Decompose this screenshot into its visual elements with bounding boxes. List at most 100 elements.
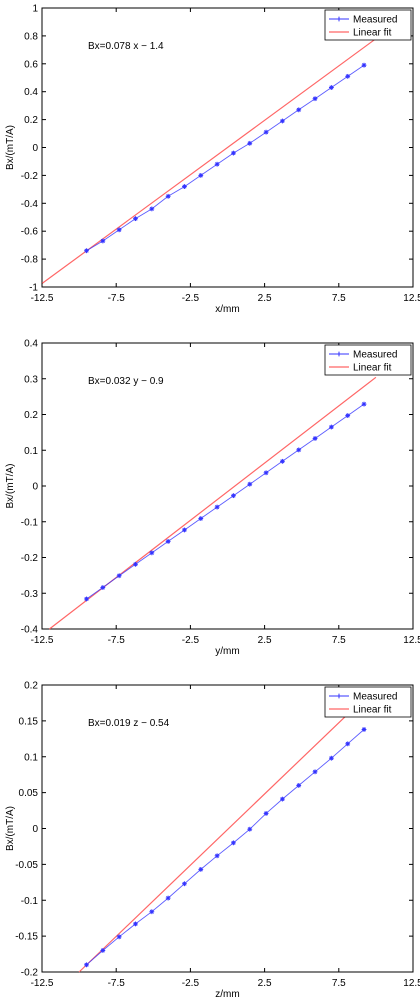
- measured-point: [165, 193, 171, 199]
- x-tick-label: 7.5: [332, 635, 346, 646]
- legend-box: [324, 686, 412, 718]
- measured-point: [280, 118, 285, 124]
- measured-point: [263, 811, 269, 816]
- measured-point: [133, 216, 138, 222]
- measured-point: [231, 840, 236, 846]
- measured-point: [231, 150, 236, 156]
- measured-point: [247, 826, 253, 832]
- y-tick-label: 0.3: [24, 374, 38, 385]
- legend-fit-label: Linear fit: [353, 363, 392, 374]
- legend: Measured Linear fit: [324, 9, 412, 41]
- x-tick-label: -2.5: [182, 635, 200, 646]
- measured-point: [182, 527, 187, 533]
- measured-point: [247, 140, 253, 146]
- measured-point: [214, 853, 220, 859]
- x-tick-label: -12.5: [31, 293, 54, 304]
- legend-fit-label: Linear fit: [353, 705, 392, 716]
- y-tick-label: 0.2: [24, 410, 38, 421]
- measured-point: [100, 585, 106, 590]
- y-tick-label: -0.2: [21, 171, 39, 182]
- y-axis-label: Bx/(mT/A): [5, 806, 16, 851]
- measured-point: [361, 62, 367, 68]
- x-axis-label: y/mm: [215, 646, 239, 657]
- measured-point: [133, 921, 138, 927]
- y-tick-label: -1: [29, 283, 38, 294]
- measured-point: [263, 470, 269, 476]
- legend-box: [324, 9, 412, 41]
- x-tick-label: -7.5: [108, 978, 126, 989]
- y-tick-label: -0.4: [21, 199, 39, 210]
- measured-point: [116, 934, 122, 940]
- measured-point: [296, 447, 302, 453]
- chart-panel-1: -12.5 -7.5 -2.5 2.5 7.5 12.5 1 0.8 0.6 0.4 0.2 0 -0.…: [5, 4, 420, 316]
- measured-point: [116, 227, 122, 233]
- measured-point: [280, 796, 285, 802]
- measured-point: [100, 238, 106, 244]
- measured-point: [280, 458, 285, 464]
- measured-point: [198, 516, 204, 521]
- measured-point: [345, 741, 351, 747]
- chart-panel-2: -12.5 -7.5 -2.5 2.5 7.5 12.5 0.4 0.3 0.2 0.1 0 -0.1…: [5, 339, 420, 658]
- y-tick-label: 0.6: [24, 59, 38, 70]
- y-tick-label: 0.1: [24, 446, 38, 457]
- plot-area: [41, 684, 414, 973]
- measured-point: [312, 769, 318, 775]
- y-tick-label: 0.4: [24, 87, 38, 98]
- y-axis-label: Bx/(mT/A): [5, 464, 16, 509]
- measured-point: [345, 73, 351, 79]
- y-tick-label: -0.8: [21, 255, 39, 266]
- legend-measured-label: Measured: [353, 350, 397, 361]
- measured-point: [84, 596, 89, 602]
- x-tick-label: 7.5: [332, 978, 346, 989]
- measured-point: [296, 107, 302, 113]
- y-tick-label: -0.6: [21, 227, 39, 238]
- x-tick-label: -2.5: [182, 978, 200, 989]
- measured-point: [312, 96, 318, 102]
- measured-point: [328, 424, 334, 430]
- y-tick-label: -0.1: [21, 896, 39, 907]
- y-tick-label: 0.4: [24, 339, 38, 350]
- measured-point: [214, 161, 220, 167]
- y-tick-label: 0.2: [24, 681, 38, 692]
- measured-point: [182, 881, 187, 887]
- equation-annotation: Bx=0.019 z − 0.54: [88, 718, 170, 729]
- fit-line: [78, 686, 377, 973]
- measured-line: [86, 64, 365, 252]
- legend-measured-label: Measured: [353, 692, 397, 703]
- measured-point: [231, 493, 236, 499]
- x-tick-label: 2.5: [258, 293, 272, 304]
- y-tick-label: 0.05: [19, 788, 39, 799]
- y-tick-label: 0.8: [24, 31, 38, 42]
- measured-point: [84, 962, 89, 968]
- legend-box: [324, 344, 412, 376]
- measured-point: [263, 129, 269, 135]
- x-tick-label: -12.5: [31, 978, 54, 989]
- x-tick-label: 2.5: [258, 635, 272, 646]
- y-tick-label: -0.1: [21, 517, 39, 528]
- equation-annotation: Bx=0.078 x − 1.4: [88, 41, 164, 52]
- legend-fit-label: Linear fit: [353, 28, 392, 39]
- y-tick-label: 0.1: [24, 752, 38, 763]
- measured-point: [345, 413, 351, 418]
- measured-point: [165, 539, 171, 544]
- x-axis-label: x/mm: [215, 304, 239, 315]
- y-tick-label: -0.3: [21, 589, 39, 600]
- measured-point: [165, 895, 171, 901]
- measured-point: [198, 866, 204, 872]
- fit-line: [41, 38, 377, 284]
- measured-point: [328, 755, 334, 761]
- legend: Measured Linear fit: [324, 344, 412, 376]
- measured-point: [149, 206, 155, 212]
- y-tick-label: 0: [32, 143, 38, 154]
- chart-panel-3: -12.5 -7.5 -2.5 2.5 7.5 12.5 0.2 0.15 0.1 0.05 0 -0…: [5, 681, 420, 1000]
- measured-point: [247, 481, 253, 487]
- measured-point: [198, 173, 204, 178]
- measured-point: [149, 550, 155, 556]
- measured-point: [149, 909, 155, 915]
- measured-point: [361, 727, 367, 732]
- x-tick-label: -7.5: [108, 293, 126, 304]
- y-tick-label: 0.15: [19, 716, 39, 727]
- measured-line: [86, 729, 365, 966]
- measured-point: [296, 783, 302, 788]
- legend-measured-label: Measured: [353, 15, 397, 26]
